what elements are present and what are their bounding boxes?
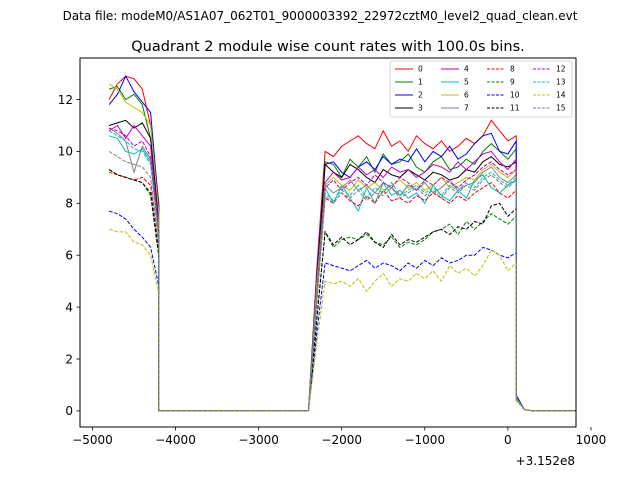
x-tick-label: 1000 (576, 433, 607, 447)
y-tick-label: 8 (65, 197, 73, 211)
figure-suptitle: Data file: modeM0/AS1A07_062T01_90000033… (63, 9, 578, 23)
chart-title: Quadrant 2 module wise count rates with … (131, 39, 525, 55)
legend-label-9: 9 (510, 78, 515, 87)
y-axis: 0 2 4 6 8 10 12 (58, 93, 80, 418)
x-axis: −5000 −4000 −3000 −2000 −1000 0 1000 (72, 427, 606, 447)
x-tick-label: −1000 (404, 433, 445, 447)
legend-label-4: 4 (464, 65, 469, 74)
legend-label-8: 8 (510, 65, 515, 74)
y-tick-label: 10 (58, 145, 73, 159)
legend-label-0: 0 (418, 65, 423, 74)
legend-label-15: 15 (556, 104, 566, 113)
plot-frame (79, 57, 577, 428)
y-tick-label: 0 (65, 404, 73, 418)
y-tick-label: 6 (65, 249, 73, 263)
legend-label-12: 12 (556, 65, 566, 74)
plot-lines (108, 75, 576, 412)
legend-label-7: 7 (464, 104, 469, 113)
x-tick-label: −3000 (238, 433, 279, 447)
y-tick-label: 4 (65, 300, 73, 314)
x-tick-label: −5000 (72, 433, 113, 447)
legend-label-1: 1 (418, 78, 423, 87)
x-tick-label: −4000 (155, 433, 196, 447)
legend-label-3: 3 (418, 104, 423, 113)
y-tick-label: 2 (65, 352, 73, 366)
legend-label-5: 5 (464, 78, 469, 87)
x-tick-label: 0 (504, 433, 512, 447)
legend-box (389, 60, 573, 118)
legend-label-14: 14 (556, 91, 566, 100)
legend-label-13: 13 (556, 78, 566, 87)
x-offset-label: +3.152e8 (516, 454, 575, 468)
legend-label-2: 2 (418, 91, 423, 100)
legend-label-11: 11 (510, 104, 520, 113)
legend-label-6: 6 (464, 91, 469, 100)
x-tick-label: −2000 (321, 433, 362, 447)
y-tick-label: 12 (58, 93, 73, 107)
series-line-15 (108, 150, 576, 412)
legend-label-10: 10 (510, 91, 520, 100)
